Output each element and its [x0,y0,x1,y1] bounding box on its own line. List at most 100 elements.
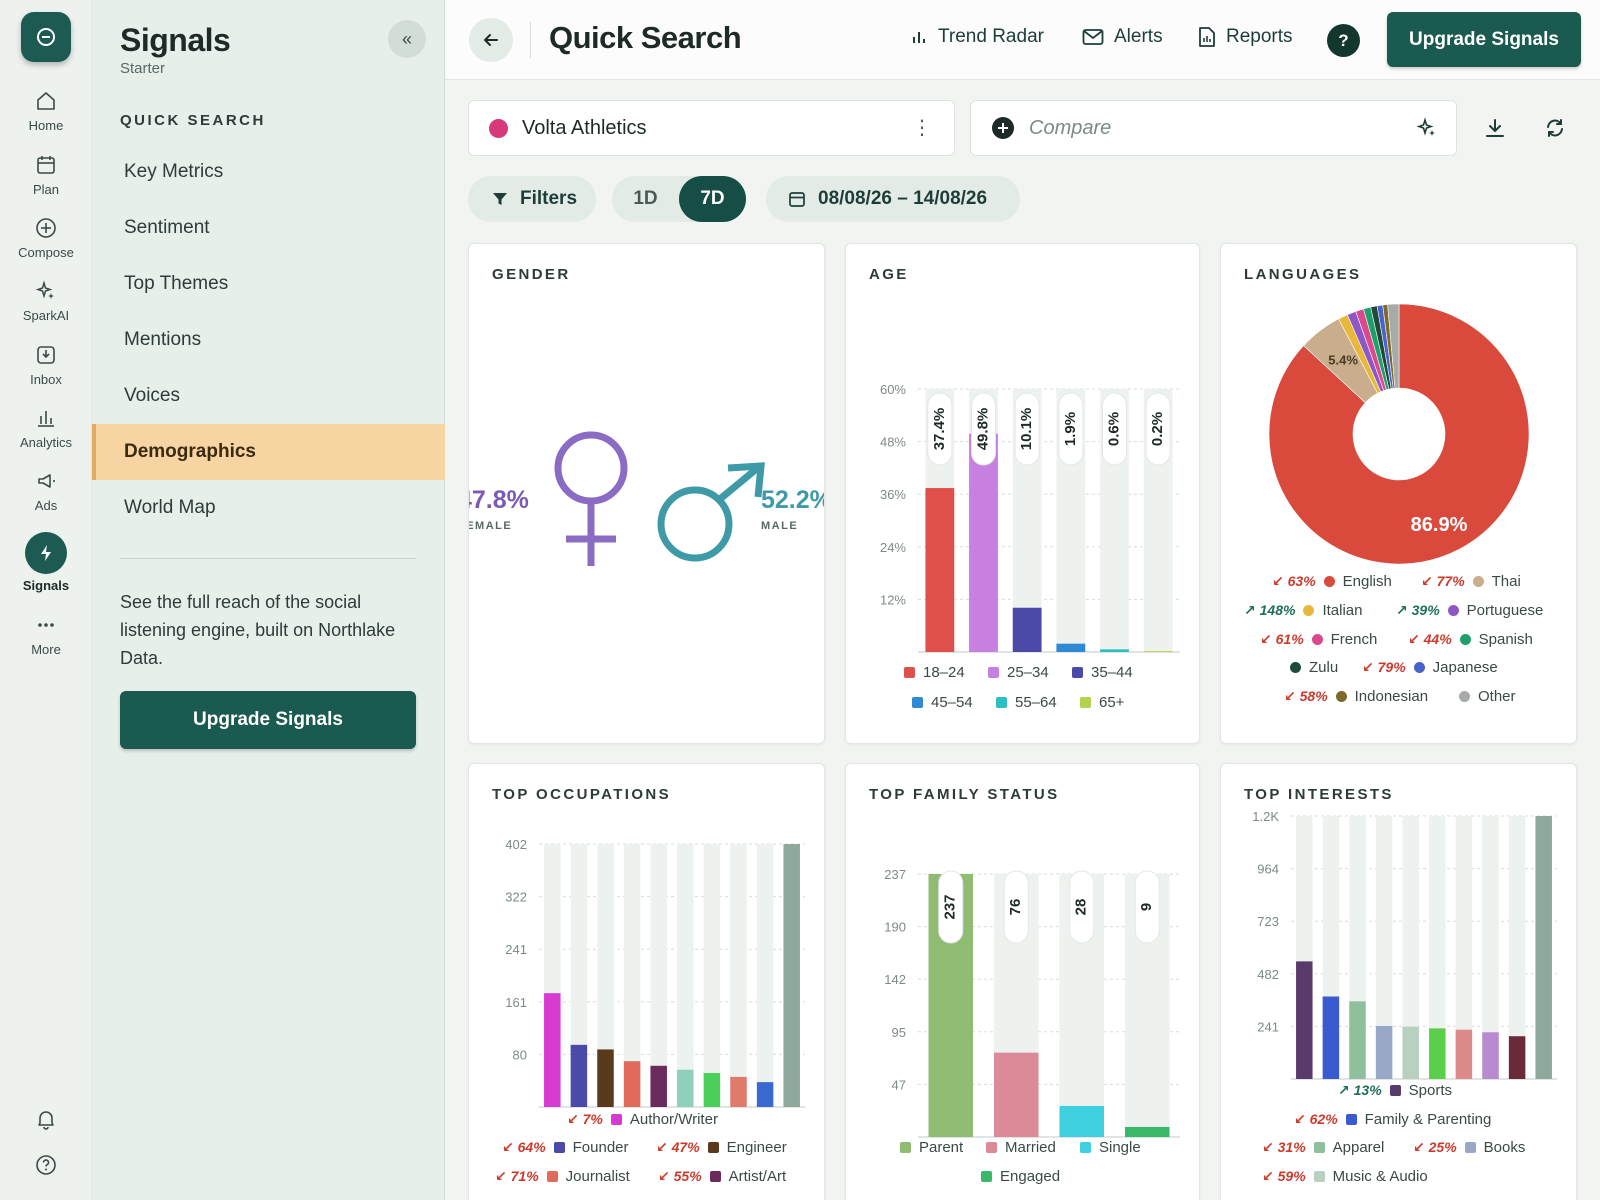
value-label-pill [938,870,964,944]
sidebar-item-world-map[interactable]: World Map [124,497,216,518]
legend-swatch [546,1171,558,1182]
compare-field[interactable]: Compare [970,100,1457,156]
bolt-icon [41,545,51,561]
legend-label: Married [1005,1139,1056,1156]
date-range-picker[interactable]: 08/08/26 – 14/08/26 [766,176,1020,222]
legend-swatch [553,1142,565,1153]
filters-button[interactable]: Filters [468,176,596,222]
legend-item: ↙ 44% Spanish [1408,631,1533,648]
legend-label: Engaged [1000,1168,1061,1185]
change-indicator: ↙ 31% [1262,1139,1306,1155]
sidebar-item-demographics[interactable]: Demographics [92,424,445,480]
help-button[interactable]: ? [1327,24,1360,57]
bar-value-label: 0.2% [1149,412,1166,446]
bar [1296,961,1313,1079]
legend-item: ↙ 55% Artist/Art [658,1168,786,1185]
calendar-icon [789,192,805,207]
rail-ads[interactable]: Ads [0,468,92,513]
legend-item: Married [986,1139,1056,1156]
value-label-pill [1145,392,1171,466]
change-indicator: ↗ 13% [1338,1082,1382,1098]
bar [969,433,998,652]
brand-selector[interactable]: Volta Athletics ⋮ [468,100,955,156]
change-indicator: ↙ 79% [1362,659,1406,675]
legend-swatch [981,1171,992,1182]
change-indicator: ↙ 7% [567,1111,603,1127]
y-tick-label: 241 [505,942,527,957]
bar-value-label: 76 [1007,899,1024,916]
calendar-icon [37,156,55,174]
legend-label: Author/Writer [629,1111,718,1128]
bar-chart-icon [913,32,925,43]
range-option-1d[interactable]: 1D [633,188,658,209]
legend-swatch [1459,691,1470,702]
legend-label: Spanish [1478,631,1533,648]
rail-home[interactable]: Home [0,88,92,133]
alerts-link[interactable]: Alerts [1082,26,1163,48]
bar-value-label: 237 [942,894,959,919]
trend-radar-link[interactable]: Trend Radar [910,26,1044,48]
legend-swatch [1345,1114,1357,1125]
rail-inbox[interactable]: Inbox [0,342,92,387]
bar-track [623,844,641,1107]
topbar-upgrade-button[interactable]: Upgrade Signals [1387,12,1581,67]
sidebar-item-mentions[interactable]: Mentions [124,329,202,350]
sidebar-item-sentiment[interactable]: Sentiment [124,217,210,238]
bar [1402,1026,1419,1079]
sidebar-item-voices[interactable]: Voices [124,385,180,406]
legend-item: 45–54 [912,694,973,711]
brand-name: Volta Athletics [522,116,647,139]
age-card: AGE 12% 24% 36% 48% 60% 37.4% 49.8% 10.1% 1.9% 0.… [845,243,1200,744]
legend-swatch [1303,605,1315,616]
legend-item: ↗ 39% Portuguese [1396,602,1543,619]
y-tick-label: 964 [1257,862,1279,877]
rail-signals[interactable]: Signals [0,532,92,593]
notifications-button[interactable] [33,1106,59,1132]
reports-link[interactable]: Reports [1198,26,1293,48]
legend-label: Zulu [1309,659,1339,676]
collapse-sidebar-button[interactable]: « [388,20,426,58]
legend-item: ↙ 47% Engineer [656,1139,787,1156]
bar [597,1049,614,1107]
legend-swatch [912,697,923,708]
rail-compose[interactable]: Compose [0,215,92,260]
sparkle-icon[interactable] [1416,117,1438,139]
y-tick-label: 142 [884,972,906,987]
legend-label: Family & Parenting [1364,1111,1492,1128]
title-separator [530,22,531,58]
value-label-pill [971,392,996,466]
rail-more[interactable]: More [0,612,92,657]
legend-swatch [1335,691,1347,702]
change-indicator: ↙ 47% [656,1139,700,1155]
range-option-7d[interactable]: 7D [679,176,746,222]
download-button[interactable] [1479,110,1511,146]
bar-track [1482,816,1499,1079]
bar [1143,651,1173,652]
legend-swatch [996,697,1007,708]
back-button[interactable] [469,18,513,62]
sidebar-item-top-themes[interactable]: Top Themes [124,273,229,294]
help-center-button[interactable] [33,1152,59,1178]
sidebar-item-key-metrics[interactable]: Key Metrics [124,161,224,182]
bar-track [650,844,667,1107]
female-symbol-icon [554,431,628,566]
interests-chart: 241 482 723 964 1.2K [1252,809,1557,1080]
refresh-button[interactable] [1539,110,1571,146]
sidebar-upgrade-button[interactable]: Upgrade Signals [120,691,416,749]
legend-item: Zulu [1290,659,1338,676]
app-logo[interactable] [21,12,71,62]
bar-value-label: 37.4% [931,408,948,451]
y-tick-label: 80 [513,1047,527,1062]
bar [1429,1028,1446,1079]
legend-swatch [1313,1171,1325,1182]
legend-item: 35–44 [1072,664,1133,681]
rail-plan[interactable]: Plan [0,152,92,197]
value-label-pill [1134,870,1160,944]
kebab-menu-icon[interactable]: ⋮ [912,117,932,139]
change-indicator: ↙ 63% [1272,573,1316,589]
topbar: Quick Search Trend Radar Alerts Reports … [445,0,1600,80]
family-card: TOP FAMILY STATUS 47 95 142 190 237 237 76 28 9 … [845,763,1200,1200]
legend-item: Other [1459,688,1516,705]
rail-analytics[interactable]: Analytics [0,405,92,450]
rail-sparkai[interactable]: SparkAI [0,278,92,323]
